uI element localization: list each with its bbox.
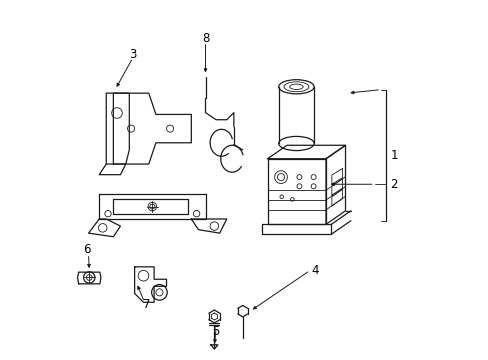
Text: 8: 8 xyxy=(202,32,209,45)
Text: 2: 2 xyxy=(390,178,397,191)
Text: 1: 1 xyxy=(390,149,397,162)
Text: 7: 7 xyxy=(142,298,150,311)
Text: 6: 6 xyxy=(83,243,90,256)
Text: 3: 3 xyxy=(129,48,136,61)
Text: 4: 4 xyxy=(311,264,319,277)
Text: 5: 5 xyxy=(212,325,220,338)
